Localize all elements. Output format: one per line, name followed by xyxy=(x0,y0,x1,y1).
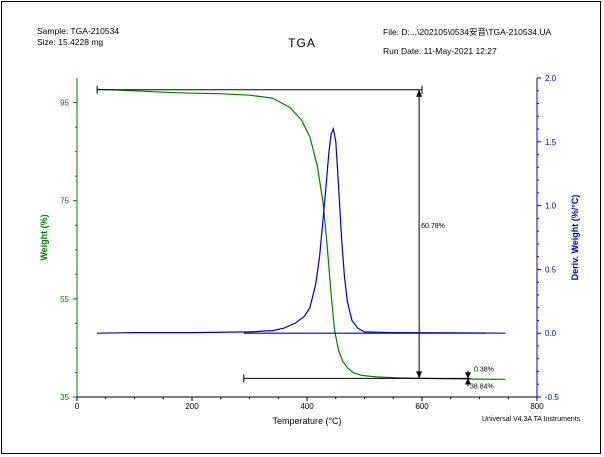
x-tick-label: 200 xyxy=(185,402,199,411)
y-left-axis-label: Weight (%) xyxy=(39,214,49,260)
y-left-tick-label: 55 xyxy=(60,295,69,304)
step-percent-label: 60.78% xyxy=(421,223,445,230)
deriv-series-line xyxy=(97,127,506,334)
y-right-tick-label: 1.5 xyxy=(545,138,557,147)
y-right-axis-label: Deriv. Weight (%/°C) xyxy=(570,195,580,281)
x-axis-label: Temperature (°C) xyxy=(272,416,341,426)
size-label: Size: 15.4228 mg xyxy=(37,37,104,47)
x-tick-label: 0 xyxy=(75,402,80,411)
y-right-tick-label: 1.0 xyxy=(545,202,557,211)
y-left-tick-label: 35 xyxy=(60,393,69,402)
residue-arrow-down xyxy=(465,372,471,379)
y-right-tick-label: -0.5 xyxy=(545,393,559,402)
residue-arrow-up xyxy=(465,378,471,385)
x-tick-label: 600 xyxy=(415,402,429,411)
chart-title: TGA xyxy=(288,36,316,50)
y-right-tick-label: 2.0 xyxy=(545,74,557,83)
y-right-tick-label: 0.0 xyxy=(545,329,557,338)
residue-percent-label: 38.84% xyxy=(470,383,494,390)
file-label: File: D:...\202105\0534安音\TGA-210534.UA xyxy=(383,27,552,37)
step-arrow-up xyxy=(416,89,423,97)
x-tick-label: 800 xyxy=(530,402,544,411)
x-tick-label: 400 xyxy=(300,402,314,411)
instrument-label: Universal V4.3A TA Instruments xyxy=(482,416,581,423)
step-arrow-down xyxy=(416,371,423,379)
y-left-tick-label: 75 xyxy=(60,197,69,206)
sample-label: Sample: TGA-210534 xyxy=(37,26,120,36)
y-right-tick-label: 0.5 xyxy=(545,265,557,274)
weight-series-line xyxy=(97,88,506,380)
y-left-tick-label: 95 xyxy=(60,99,69,108)
residue-step-label: 0.38% xyxy=(474,366,494,373)
run-date-label: Run Date: 11-May-2021 12:27 xyxy=(383,46,497,56)
